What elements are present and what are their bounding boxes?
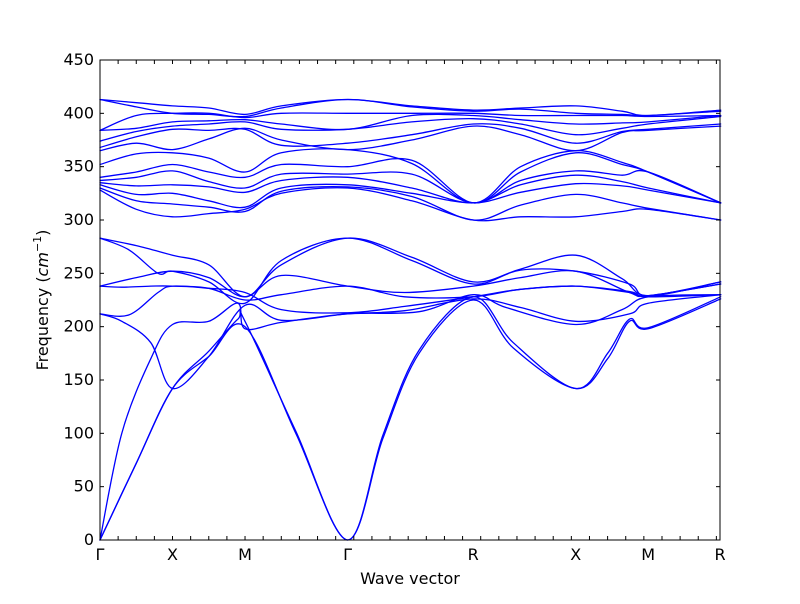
y-axis-label-open-paren: (	[33, 276, 52, 287]
band-line-19	[99, 115, 722, 142]
band-line-5	[99, 285, 722, 317]
band-line-20	[99, 113, 722, 132]
band-lines	[99, 98, 722, 541]
y-tick-label: 450	[63, 50, 94, 69]
x-tick-label: R	[468, 545, 479, 564]
band-line-14	[99, 169, 722, 204]
y-tick-label: 150	[63, 370, 94, 389]
y-tick-label: 250	[63, 263, 94, 282]
y-axis-label: Frequency (cm−1)	[31, 230, 52, 371]
y-tick-label: 350	[63, 157, 94, 176]
band-line-9	[99, 237, 722, 305]
x-tick-label: M	[238, 545, 252, 564]
band-line-10	[99, 187, 722, 222]
x-tick-label: X	[167, 545, 178, 564]
y-tick-label: 50	[74, 477, 94, 496]
band-line-23	[99, 98, 722, 117]
x-axis-label: Wave vector	[360, 569, 460, 588]
band-line-17	[99, 125, 722, 152]
band-line-15	[99, 152, 722, 204]
x-tick-label: X	[570, 545, 581, 564]
band-line-18	[99, 123, 722, 149]
y-tick-label: 0	[84, 530, 94, 549]
band-line-2	[99, 296, 722, 541]
band-line-8	[99, 237, 722, 298]
y-axis-ticks: 0 50 100 150 200 250 300 350 400 450	[63, 50, 720, 549]
plot-frame	[99, 59, 721, 541]
band-line-12	[99, 182, 722, 209]
y-axis-label-text: Frequency	[33, 288, 52, 371]
band-line-1	[99, 298, 722, 541]
band-line-4	[99, 294, 722, 390]
y-tick-label: 400	[63, 103, 94, 122]
x-tick-label: Γ	[96, 545, 105, 564]
y-axis-label-close-paren: )	[33, 230, 52, 236]
band-line-11	[99, 185, 722, 221]
band-line-13	[99, 174, 722, 204]
x-tick-label: Γ	[343, 545, 352, 564]
y-tick-label: 300	[63, 210, 94, 229]
y-axis-label-unit: cm	[33, 252, 52, 276]
band-line-7	[99, 270, 722, 298]
y-tick-label: 100	[63, 423, 94, 442]
y-tick-label: 200	[63, 317, 94, 336]
band-line-16	[99, 148, 722, 204]
x-tick-label: R	[714, 545, 725, 564]
x-tick-label: M	[641, 545, 655, 564]
y-axis-label-unit-exponent: −1	[31, 236, 44, 252]
